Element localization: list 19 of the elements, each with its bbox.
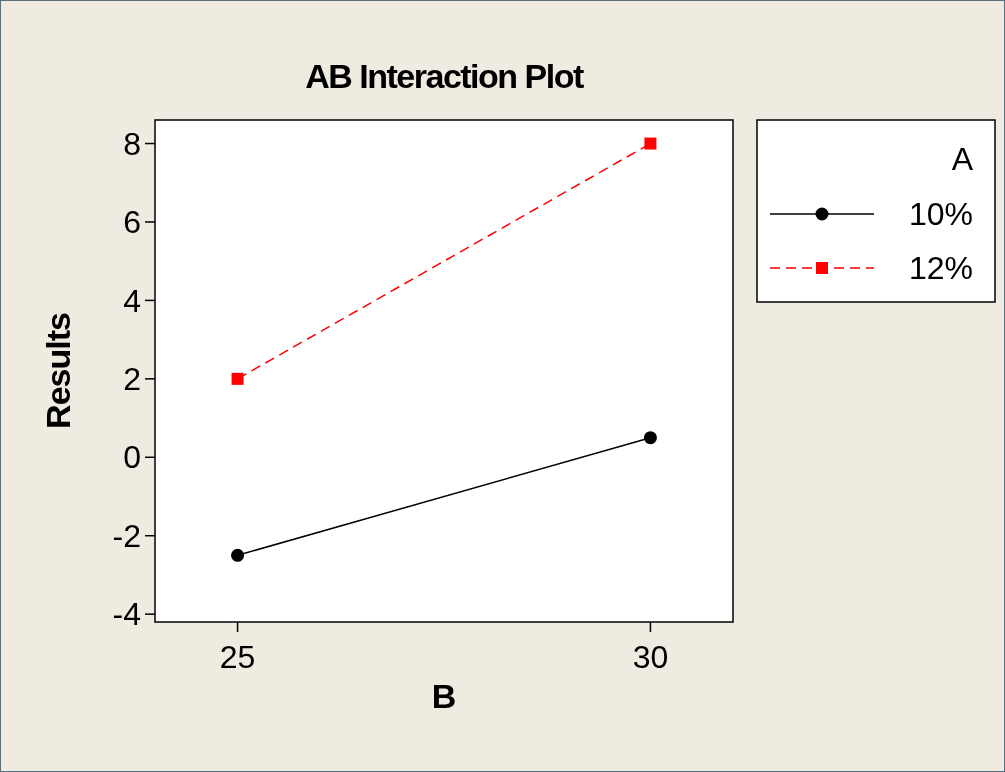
legend-label: 10% <box>908 196 973 233</box>
point <box>231 372 244 385</box>
y-axis-title: Results <box>39 313 77 429</box>
legend-title: A <box>951 141 974 177</box>
y-tick-label: 8 <box>123 125 141 162</box>
y-tick-label: -2 <box>112 517 141 554</box>
y-tick-label: 4 <box>123 282 141 319</box>
legend-label: 12% <box>908 250 973 287</box>
x-tick-label: 25 <box>219 639 256 675</box>
point <box>231 548 245 562</box>
point <box>644 137 657 150</box>
chart-title: AB Interaction Plot <box>305 57 584 95</box>
x-axis-title: B <box>431 677 457 715</box>
y-tick-label: 2 <box>123 361 141 398</box>
y-tick-label: 0 <box>123 439 141 476</box>
point <box>643 431 657 445</box>
x-tick-label: 30 <box>632 639 669 675</box>
y-tick-label: -4 <box>112 596 141 633</box>
y-tick-label: 6 <box>123 204 141 241</box>
